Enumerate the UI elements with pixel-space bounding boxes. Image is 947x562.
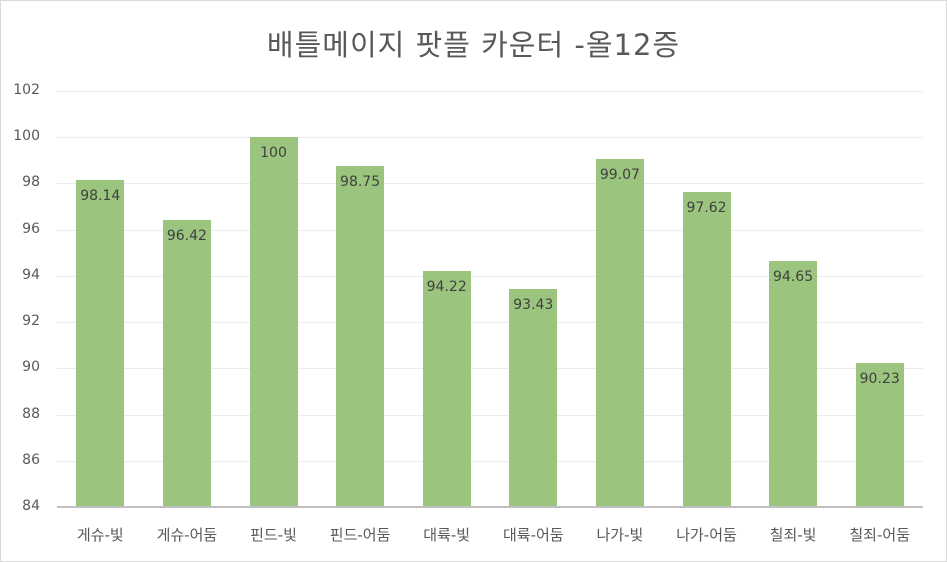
y-tick-label: 98 <box>22 174 40 191</box>
data-label: 100 <box>260 145 287 162</box>
data-label: 97.62 <box>686 200 727 217</box>
gridline <box>57 183 923 185</box>
y-tick-label: 96 <box>22 220 40 237</box>
y-tick-label: 92 <box>22 313 40 330</box>
x-tick-label: 대륙-빛 <box>423 526 471 544</box>
data-label: 96.42 <box>166 227 207 244</box>
x-tick-label: 핀드-어둠 <box>329 526 391 544</box>
bar: 100 <box>249 137 298 506</box>
y-tick-label: 100 <box>13 128 40 145</box>
gridline <box>57 229 923 231</box>
data-label: 94.65 <box>773 268 814 285</box>
gridline <box>57 368 923 370</box>
x-tick-label: 칠죄-빛 <box>769 526 817 544</box>
x-axis-line <box>57 506 923 508</box>
x-tick-label: 게슈-어둠 <box>156 526 218 544</box>
x-tick-label: 대륙-어둠 <box>502 526 564 544</box>
x-tick-label: 나가-어둠 <box>676 526 737 544</box>
bar: 98.75 <box>336 166 385 506</box>
gridline <box>57 91 923 92</box>
gridline <box>57 414 923 416</box>
gridline <box>57 137 923 139</box>
y-tick-label: 88 <box>22 405 40 422</box>
x-tick-label: 게슈-빛 <box>76 526 124 544</box>
gridline <box>57 322 923 324</box>
bar: 96.42 <box>162 219 211 506</box>
gridline <box>57 275 923 277</box>
bar: 98.14 <box>76 180 125 506</box>
data-label: 98.75 <box>340 174 381 191</box>
y-tick-label: 84 <box>22 498 40 514</box>
chart-title: 배틀메이지 팟플 카운터 -올12증 <box>266 28 681 62</box>
data-label: 98.14 <box>80 188 121 205</box>
data-label: 90.23 <box>859 371 900 388</box>
x-tick-label: 나가-빛 <box>596 526 644 544</box>
bar: 93.43 <box>509 289 558 506</box>
data-label: 94.22 <box>426 278 467 295</box>
gridline <box>57 460 923 462</box>
x-tick-label: 칠죄-어둠 <box>849 526 910 544</box>
bar: 97.62 <box>682 192 731 506</box>
y-tick-label: 86 <box>22 451 40 468</box>
bar: 99.07 <box>595 158 644 506</box>
x-tick-label: 핀드-빛 <box>250 526 297 544</box>
bar: 94.22 <box>422 270 471 506</box>
bar: 94.65 <box>769 260 818 506</box>
y-tick-label: 102 <box>13 82 40 98</box>
data-label: 93.43 <box>513 297 554 314</box>
y-tick-label: 90 <box>22 359 40 376</box>
data-label: 99.07 <box>599 166 640 183</box>
y-tick-label: 94 <box>22 266 40 283</box>
plot-area: 98.14 96.42 100 98.75 94.22 93.43 99.07 97.62 94… <box>57 91 923 508</box>
bar: 90.23 <box>855 363 904 506</box>
